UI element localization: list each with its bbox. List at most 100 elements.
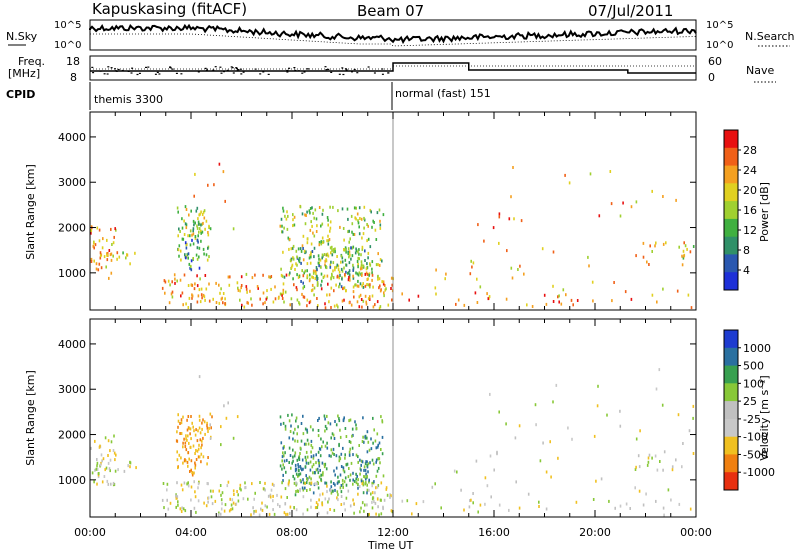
heatmap-cell	[191, 471, 193, 474]
heatmap-cell	[259, 297, 261, 301]
heatmap-cell	[292, 257, 295, 261]
heatmap-cell	[92, 244, 95, 248]
heatmap-cell	[348, 269, 351, 273]
heatmap-cell	[352, 482, 354, 486]
freq-sample	[145, 66, 147, 68]
heatmap-cell	[560, 302, 563, 306]
heatmap-cell	[98, 239, 101, 243]
heatmap-cell	[260, 507, 262, 511]
heatmap-cell	[371, 273, 374, 277]
heatmap-cell	[309, 488, 311, 492]
colorbar-swatch	[724, 347, 738, 367]
heatmap-cell	[372, 305, 375, 309]
freq-sample	[175, 72, 178, 74]
heatmap-cell	[184, 441, 187, 445]
heatmap-cell	[221, 502, 223, 506]
heatmap-cell	[483, 239, 485, 243]
heatmap-cell	[188, 262, 191, 266]
heatmap-cell	[383, 291, 385, 295]
heatmap-cell	[290, 297, 293, 301]
heatmap-cell	[224, 302, 226, 306]
heatmap-cell	[313, 255, 315, 259]
heatmap-cell	[296, 489, 299, 493]
heatmap-cell	[333, 469, 335, 473]
heatmap-cell	[364, 503, 366, 507]
heatmap-cell	[301, 468, 303, 472]
heatmap-cell	[162, 482, 165, 485]
heatmap-cell	[302, 488, 305, 492]
cpid-label: CPID	[6, 88, 35, 101]
heatmap-cell	[489, 392, 491, 396]
heatmap-cell	[292, 213, 294, 217]
heatmap-cell	[339, 457, 342, 461]
heatmap-cell	[312, 463, 315, 467]
heatmap-cell	[94, 468, 96, 472]
heatmap-cell	[107, 254, 109, 257]
heatmap-cell	[349, 504, 352, 508]
heatmap-cell	[352, 433, 354, 437]
heatmap-cell	[340, 503, 343, 506]
heatmap-cell	[293, 223, 296, 227]
heatmap-cell	[185, 246, 188, 250]
heatmap-cell	[518, 506, 521, 510]
heatmap-cell	[283, 466, 286, 470]
heatmap-cell	[185, 256, 187, 260]
heatmap-cell	[299, 472, 302, 476]
heatmap-cell	[301, 486, 304, 490]
heatmap-cell	[356, 300, 359, 304]
heatmap-cell	[345, 270, 347, 274]
freq-sample	[107, 66, 110, 68]
heatmap-cell	[228, 509, 231, 513]
heatmap-cell	[98, 472, 100, 475]
heatmap-cell	[611, 299, 613, 303]
heatmap-cell	[512, 166, 514, 169]
heatmap-cell	[196, 300, 199, 304]
freq-sample	[197, 71, 200, 73]
heatmap-cell	[380, 481, 383, 485]
heatmap-cell	[511, 276, 514, 280]
heatmap-cell	[207, 233, 210, 237]
heatmap-cell	[327, 421, 330, 425]
heatmap-cell	[357, 273, 360, 277]
heatmap-cell	[220, 297, 223, 301]
heatmap-cell	[316, 482, 318, 486]
heatmap-cell	[282, 463, 284, 467]
heatmap-cell	[334, 250, 336, 254]
heatmap-cell	[336, 490, 339, 494]
heatmap-cell	[352, 471, 354, 475]
heatmap-cell	[381, 419, 383, 423]
heatmap-cell	[177, 419, 180, 423]
heatmap-cell	[364, 468, 367, 472]
heatmap-cell	[345, 435, 348, 438]
heatmap-cell	[302, 432, 305, 436]
heatmap-cell	[310, 255, 312, 259]
heatmap-cell	[295, 286, 298, 290]
heatmap-cell	[299, 465, 302, 468]
heatmap-cell	[539, 459, 542, 463]
heatmap-cell	[202, 247, 205, 251]
heatmap-cell	[315, 468, 318, 472]
heatmap-cell	[361, 460, 364, 464]
colorbar-swatch	[724, 236, 738, 255]
heatmap-cell	[312, 211, 314, 215]
heatmap-cell	[562, 288, 565, 292]
x-tick-label: 16:00	[478, 526, 510, 539]
heatmap-cell	[296, 439, 299, 443]
heatmap-cell	[236, 490, 238, 493]
heatmap-cell	[654, 454, 657, 458]
heatmap-cell	[113, 235, 115, 239]
heatmap-cell	[337, 305, 339, 309]
heatmap-cell	[322, 276, 325, 279]
heatmap-cell	[302, 258, 305, 262]
heatmap-cell	[352, 263, 354, 267]
freq-sample	[127, 70, 130, 72]
heatmap-cell	[595, 479, 597, 483]
freq-sample	[345, 69, 348, 71]
heatmap-cell	[342, 227, 345, 230]
heatmap-cell	[127, 464, 129, 468]
heatmap-cell	[209, 437, 212, 440]
heatmap-cell	[257, 286, 259, 290]
heatmap-cell	[356, 260, 359, 263]
heatmap-cell	[206, 424, 208, 428]
heatmap-cell	[108, 467, 111, 471]
